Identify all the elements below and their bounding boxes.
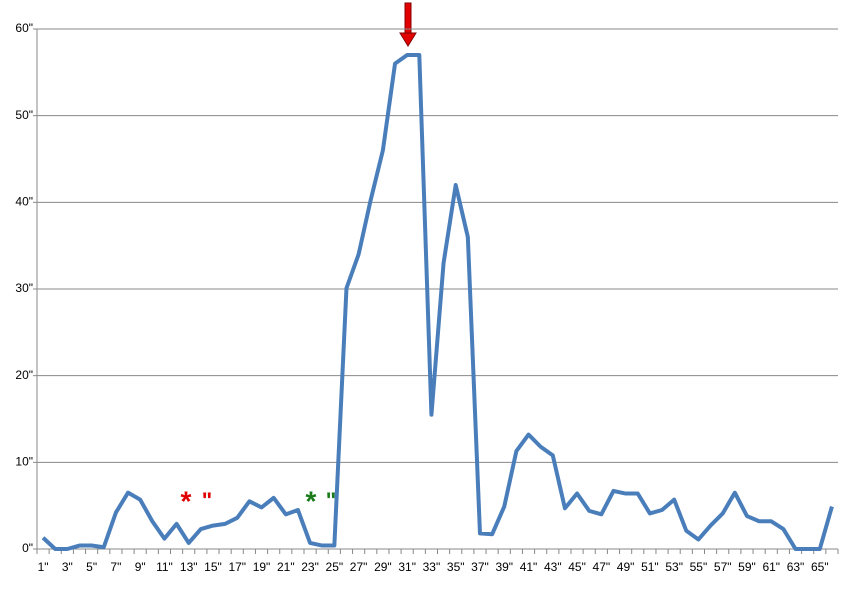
x-tick-label: 17" <box>228 560 246 574</box>
annotation-star: * <box>306 485 317 516</box>
x-tick-label: 59" <box>738 560 756 574</box>
annotation-star: * <box>181 485 192 516</box>
x-tick-label: 37" <box>471 560 489 574</box>
x-tick-label: 7" <box>110 560 121 574</box>
y-tick-label: 60" <box>15 21 33 35</box>
x-tick-label: 57" <box>714 560 732 574</box>
y-tick-label: 10" <box>15 455 33 469</box>
x-tick-label: 3" <box>62 560 73 574</box>
x-tick-label: 63" <box>787 560 805 574</box>
y-tick-label: 50" <box>15 108 33 122</box>
x-tick-label: 49" <box>617 560 635 574</box>
x-tick-label: 55" <box>690 560 708 574</box>
y-tick-label: 20" <box>15 368 33 382</box>
annotation-note: " <box>326 488 336 513</box>
x-tick-label: 15" <box>204 560 222 574</box>
x-tick-label: 23" <box>301 560 319 574</box>
annotation-note: " <box>202 488 212 513</box>
x-tick-label: 29" <box>374 560 392 574</box>
x-tick-label: 47" <box>593 560 611 574</box>
x-tick-label: 13" <box>180 560 198 574</box>
x-tick-label: 5" <box>86 560 97 574</box>
x-tick-label: 1" <box>38 560 49 574</box>
y-tick-label: 30" <box>15 281 33 295</box>
x-tick-label: 27" <box>350 560 368 574</box>
x-tick-label: 33" <box>423 560 441 574</box>
x-tick-label: 35" <box>447 560 465 574</box>
x-tick-label: 65" <box>811 560 829 574</box>
arrow <box>399 2 417 47</box>
x-tick-label: 43" <box>544 560 562 574</box>
x-tick-label: 31" <box>398 560 416 574</box>
x-tick-label: 53" <box>665 560 683 574</box>
x-tick-label: 39" <box>495 560 513 574</box>
x-tick-label: 11" <box>156 560 173 574</box>
y-tick-label: 0" <box>22 541 33 555</box>
y-tick-label: 40" <box>15 195 33 209</box>
x-tick-label: 61" <box>762 560 780 574</box>
x-tick-label: 19" <box>253 560 271 574</box>
x-tick-label: 25" <box>326 560 344 574</box>
x-tick-label: 9" <box>135 560 146 574</box>
x-tick-label: 41" <box>520 560 538 574</box>
series-line <box>41 53 834 551</box>
x-tick-label: 45" <box>568 560 586 574</box>
x-tick-label: 51" <box>641 560 659 574</box>
x-tick-label: 21" <box>277 560 295 574</box>
